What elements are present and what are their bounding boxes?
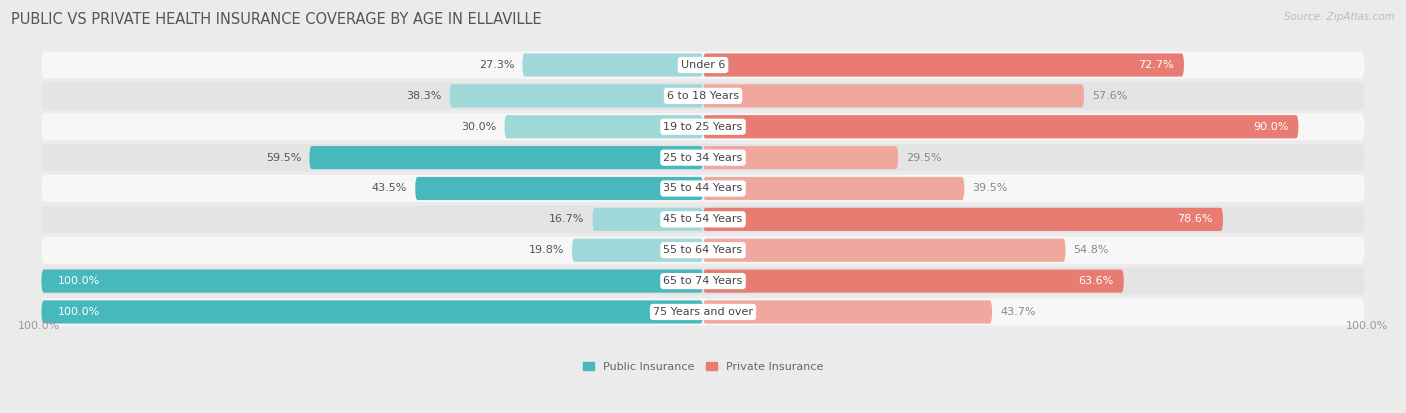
Text: 16.7%: 16.7% — [550, 214, 585, 224]
Text: 75 Years and over: 75 Years and over — [652, 307, 754, 317]
FancyBboxPatch shape — [592, 208, 703, 231]
FancyBboxPatch shape — [505, 115, 703, 138]
Text: 19.8%: 19.8% — [529, 245, 564, 255]
Text: 43.5%: 43.5% — [373, 183, 408, 193]
Text: PUBLIC VS PRIVATE HEALTH INSURANCE COVERAGE BY AGE IN ELLAVILLE: PUBLIC VS PRIVATE HEALTH INSURANCE COVER… — [11, 12, 541, 27]
Text: 90.0%: 90.0% — [1253, 122, 1288, 132]
Text: 30.0%: 30.0% — [461, 122, 496, 132]
Text: 54.8%: 54.8% — [1073, 245, 1109, 255]
FancyBboxPatch shape — [415, 177, 703, 200]
FancyBboxPatch shape — [450, 84, 703, 107]
FancyBboxPatch shape — [703, 53, 1184, 76]
Text: 100.0%: 100.0% — [58, 276, 100, 286]
FancyBboxPatch shape — [41, 237, 1365, 264]
FancyBboxPatch shape — [703, 300, 993, 323]
Text: 100.0%: 100.0% — [58, 307, 100, 317]
Text: 57.6%: 57.6% — [1092, 91, 1128, 101]
Text: 59.5%: 59.5% — [266, 153, 301, 163]
FancyBboxPatch shape — [703, 115, 1298, 138]
Text: 63.6%: 63.6% — [1078, 276, 1114, 286]
FancyBboxPatch shape — [703, 177, 965, 200]
FancyBboxPatch shape — [572, 239, 703, 262]
Text: 29.5%: 29.5% — [905, 153, 942, 163]
FancyBboxPatch shape — [41, 175, 1365, 202]
Text: 27.3%: 27.3% — [479, 60, 515, 70]
FancyBboxPatch shape — [41, 82, 1365, 109]
Text: Source: ZipAtlas.com: Source: ZipAtlas.com — [1284, 12, 1395, 22]
Text: 78.6%: 78.6% — [1178, 214, 1213, 224]
FancyBboxPatch shape — [703, 208, 1223, 231]
FancyBboxPatch shape — [41, 270, 703, 293]
Text: 25 to 34 Years: 25 to 34 Years — [664, 153, 742, 163]
FancyBboxPatch shape — [41, 52, 1365, 78]
Text: 39.5%: 39.5% — [972, 183, 1008, 193]
FancyBboxPatch shape — [41, 144, 1365, 171]
FancyBboxPatch shape — [41, 300, 703, 323]
Text: 100.0%: 100.0% — [1346, 321, 1388, 331]
Text: 38.3%: 38.3% — [406, 91, 441, 101]
Text: Under 6: Under 6 — [681, 60, 725, 70]
FancyBboxPatch shape — [41, 298, 1365, 325]
FancyBboxPatch shape — [703, 239, 1066, 262]
Text: 35 to 44 Years: 35 to 44 Years — [664, 183, 742, 193]
FancyBboxPatch shape — [703, 84, 1084, 107]
FancyBboxPatch shape — [41, 206, 1365, 233]
FancyBboxPatch shape — [523, 53, 703, 76]
Text: 6 to 18 Years: 6 to 18 Years — [666, 91, 740, 101]
Text: 43.7%: 43.7% — [1000, 307, 1036, 317]
FancyBboxPatch shape — [703, 146, 898, 169]
FancyBboxPatch shape — [41, 113, 1365, 140]
Text: 55 to 64 Years: 55 to 64 Years — [664, 245, 742, 255]
Text: 72.7%: 72.7% — [1139, 60, 1174, 70]
FancyBboxPatch shape — [703, 270, 1123, 293]
Text: 100.0%: 100.0% — [18, 321, 60, 331]
Text: 45 to 54 Years: 45 to 54 Years — [664, 214, 742, 224]
Text: 65 to 74 Years: 65 to 74 Years — [664, 276, 742, 286]
Legend: Public Insurance, Private Insurance: Public Insurance, Private Insurance — [583, 362, 823, 372]
FancyBboxPatch shape — [41, 268, 1365, 294]
Text: 19 to 25 Years: 19 to 25 Years — [664, 122, 742, 132]
FancyBboxPatch shape — [309, 146, 703, 169]
